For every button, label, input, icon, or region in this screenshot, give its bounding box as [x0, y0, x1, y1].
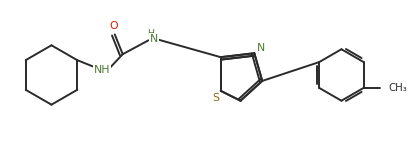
- Text: N: N: [150, 34, 158, 44]
- Text: H: H: [146, 29, 153, 38]
- Text: O: O: [109, 21, 118, 31]
- Text: CH₃: CH₃: [387, 83, 406, 93]
- Text: S: S: [212, 93, 219, 103]
- Text: NH: NH: [93, 65, 110, 75]
- Text: N: N: [256, 43, 265, 53]
